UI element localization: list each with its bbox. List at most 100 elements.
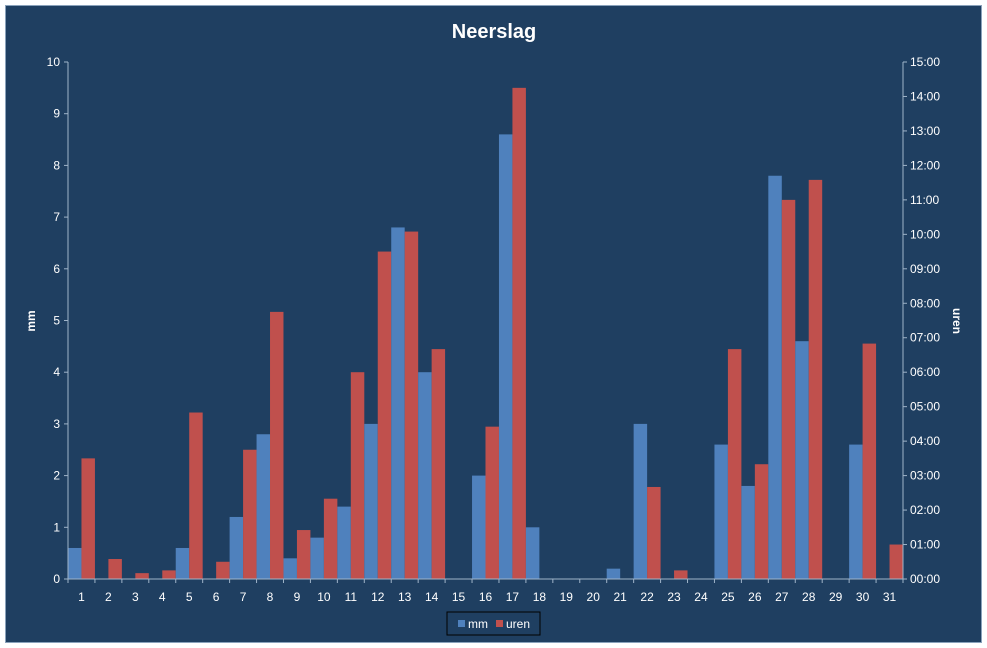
- bar-uren: [862, 343, 877, 579]
- bar-uren: [727, 349, 742, 579]
- legend-label-mm: mm: [468, 617, 488, 631]
- chart-area: Neerslag mm uren 0 1 2 3 4 5 6 7 8 9 10 00:00 01:00…: [5, 5, 982, 643]
- y2-tick-label: 08:00: [910, 296, 940, 310]
- bar-uren: [108, 559, 122, 579]
- legend-swatch-uren: [496, 620, 503, 627]
- x-tick-label: 23: [667, 590, 681, 604]
- x-axis: 1 2 3 4 5 6 7 8 9 10 11 12 13 14 15 16 17 18 19 20 21 22 23 24 2…: [67, 579, 904, 604]
- bar-uren: [216, 561, 230, 579]
- bar-uren: [135, 573, 149, 579]
- x-tick-label: 14: [425, 590, 439, 604]
- bar-mm: [472, 475, 486, 579]
- bar-uren: [189, 412, 203, 579]
- bar-mm: [283, 558, 297, 579]
- bar-uren: [485, 426, 499, 579]
- x-tick-label: 4: [159, 590, 166, 604]
- x-tick-label: 11: [345, 590, 358, 604]
- y2-tick-label: 01:00: [910, 538, 940, 552]
- y2-tick-label: 03:00: [910, 469, 940, 483]
- bar-mm: [714, 444, 728, 579]
- bar-uren: [781, 199, 796, 579]
- bar-uren: [81, 458, 95, 579]
- x-tick-label: 28: [802, 590, 816, 604]
- y-tick-label: 0: [53, 572, 60, 586]
- y-tick-label: 10: [47, 55, 61, 69]
- y-tick-label: 2: [53, 469, 60, 483]
- x-tick-label: 20: [587, 590, 601, 604]
- bar-mm: [175, 547, 190, 579]
- bar-mm: [606, 568, 621, 579]
- x-tick-label: 3: [132, 590, 139, 604]
- bar-uren: [404, 231, 419, 580]
- y-tick-label: 8: [53, 158, 60, 172]
- x-tick-label: 17: [506, 590, 520, 604]
- y2-axis: 00:00 01:00 02:00 03:00 04:00 05:00 06:00 07:00…: [903, 55, 940, 586]
- bar-uren: [889, 544, 903, 579]
- y-tick-label: 5: [53, 314, 60, 328]
- bar-mm: [391, 227, 405, 579]
- bar-mm: [310, 537, 324, 579]
- y2-tick-label: 04:00: [910, 434, 940, 448]
- x-tick-label: 16: [479, 590, 493, 604]
- y2-tick-label: 10:00: [910, 227, 940, 241]
- bar-mm: [741, 485, 755, 579]
- y2-tick-label: 11:00: [910, 193, 939, 207]
- bar-mm: [498, 134, 513, 579]
- y2-tick-label: 14:00: [910, 89, 940, 103]
- y2-tick-label: 02:00: [910, 503, 940, 517]
- bar-mm: [768, 175, 782, 580]
- y-tick-label: 6: [53, 262, 60, 276]
- x-tick-label: 29: [829, 590, 843, 604]
- y-tick-label: 3: [53, 417, 60, 431]
- x-tick-label: 6: [213, 590, 220, 604]
- x-tick-label: 18: [533, 590, 547, 604]
- bar-uren: [674, 570, 688, 579]
- x-tick-label: 8: [267, 590, 274, 604]
- bar-mm: [364, 423, 378, 579]
- bars: [68, 87, 903, 580]
- bar-mm: [337, 506, 351, 579]
- x-tick-label: 7: [240, 590, 247, 604]
- x-tick-label: 12: [371, 590, 385, 604]
- x-tick-label: 27: [775, 590, 789, 604]
- legend-label-uren: uren: [506, 617, 530, 631]
- x-tick-label: 2: [105, 590, 112, 604]
- x-tick-label: 31: [883, 590, 897, 604]
- bar-uren: [754, 464, 769, 579]
- bar-mm: [849, 444, 863, 579]
- bar-mm: [418, 372, 432, 579]
- bar-uren: [512, 87, 526, 579]
- x-tick-label: 22: [640, 590, 654, 604]
- legend: mm uren: [446, 611, 541, 636]
- bar-mm: [633, 423, 648, 579]
- bar-uren: [162, 570, 176, 579]
- y2-tick-label: 00:00: [910, 572, 940, 586]
- bar-uren: [647, 486, 661, 579]
- bar-uren: [377, 251, 392, 580]
- bar-mm: [256, 434, 271, 579]
- y2-tick-label: 05:00: [910, 400, 940, 414]
- y-tick-label: 7: [53, 210, 60, 224]
- y2-tick-label: 12:00: [910, 158, 940, 172]
- bar-mm: [795, 341, 809, 579]
- x-tick-label: 25: [721, 590, 735, 604]
- bar-uren: [243, 449, 257, 579]
- bar-mm: [229, 516, 244, 579]
- x-tick-label: 10: [317, 590, 331, 604]
- y2-axis-title: uren: [950, 308, 964, 334]
- x-tick-label: 1: [78, 590, 85, 604]
- y-axis-title: mm: [24, 310, 38, 331]
- x-tick-label: 9: [294, 590, 301, 604]
- y2-tick-label: 09:00: [910, 262, 940, 276]
- x-tick-label: 24: [694, 590, 708, 604]
- bar-uren: [350, 372, 365, 579]
- y-tick-label: 1: [53, 520, 60, 534]
- legend-box: [446, 611, 541, 636]
- chart-title: Neerslag: [452, 21, 537, 43]
- bar-uren: [296, 530, 311, 579]
- x-tick-label: 19: [560, 590, 574, 604]
- bar-uren: [808, 179, 823, 579]
- y2-tick-label: 06:00: [910, 365, 940, 379]
- y2-tick-label: 07:00: [910, 331, 940, 345]
